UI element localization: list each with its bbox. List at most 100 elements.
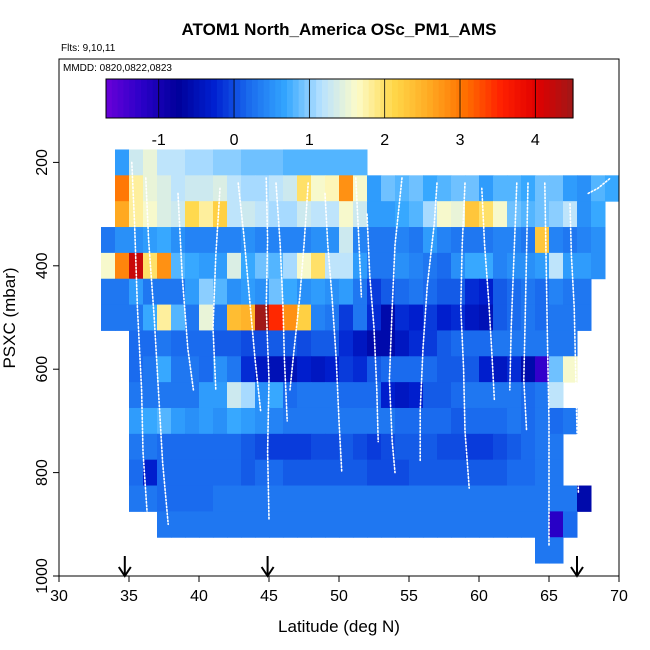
heatmap-cell [311, 407, 326, 435]
heatmap-cell [213, 278, 228, 306]
heatmap-cell [423, 407, 438, 435]
colorbar-segment [397, 79, 405, 118]
colorbar-segment [392, 79, 399, 118]
flight-track [131, 161, 148, 515]
heatmap-cell [493, 382, 508, 409]
heatmap-cell [549, 485, 564, 512]
heatmap-cell [339, 356, 354, 383]
heatmap-cell [297, 175, 312, 202]
heatmap-cell [185, 227, 200, 254]
heatmap-cell [269, 356, 284, 383]
heatmap-cell [269, 227, 284, 254]
colorbar-segment [222, 79, 230, 118]
heatmap-cell [171, 278, 186, 306]
dates-label: MMDD: 0820,0822,0823 [63, 63, 172, 74]
heatmap-cell [199, 485, 214, 512]
heatmap-cell [451, 382, 466, 409]
heatmap-cell [129, 433, 144, 461]
heatmap-cell [367, 459, 382, 487]
heatmap-cell [115, 201, 130, 228]
heatmap-cell [367, 201, 382, 228]
heatmap-cell [115, 304, 130, 331]
heatmap-cell [493, 459, 508, 487]
heatmap-cell [185, 149, 200, 176]
y-axis: 200 400 600 800 1000 [34, 149, 59, 594]
flight-track [237, 182, 262, 412]
heatmap-cell [283, 485, 298, 512]
colorbar-segment [526, 79, 533, 118]
colorbar-segment [561, 79, 568, 118]
colorbar-segment [567, 79, 574, 118]
heatmap-cell [339, 407, 354, 435]
heatmap-cell [451, 175, 466, 202]
heatmap-cell [115, 252, 130, 280]
heatmap-cell [479, 356, 494, 383]
heatmap-cell [395, 356, 410, 383]
colorbar-segment [263, 79, 271, 118]
colorbar-segment [216, 79, 224, 118]
heatmap-cell [507, 201, 522, 228]
heatmap-cell [143, 356, 158, 383]
colorbar-segment [514, 79, 522, 118]
colorbar-segment [362, 79, 370, 118]
heatmap-cell [535, 407, 550, 435]
heatmap-cell [521, 407, 536, 435]
x-tick-label: 70 [610, 588, 628, 605]
heatmap-cell [227, 459, 242, 487]
heatmap-cell [199, 407, 214, 435]
heatmap-cell [213, 356, 228, 383]
heatmap-cell [311, 227, 326, 254]
colorbar-segment [211, 79, 218, 118]
heatmap-cell [339, 382, 354, 409]
heatmap-cell [479, 304, 494, 331]
heatmap-cell [549, 330, 564, 357]
flight-track [543, 182, 550, 546]
heatmap-cell [521, 459, 536, 487]
heatmap-cell [465, 407, 480, 435]
heatmap-cell [199, 330, 214, 357]
heatmap-cell [255, 433, 270, 461]
heatmap-cell [507, 304, 522, 331]
heatmap-cell [465, 201, 480, 228]
heatmap-cell [549, 382, 564, 409]
heatmap-cell [311, 485, 326, 512]
heatmap-cell [143, 330, 158, 357]
heatmap-cell [395, 304, 410, 331]
heatmap-cell [339, 278, 354, 306]
heatmap-cell [213, 407, 228, 435]
heatmap-cell [409, 433, 424, 461]
heatmap-cell [269, 201, 284, 228]
heatmap-cell [451, 356, 466, 383]
heatmap-cell [465, 304, 480, 331]
colorbar-segment [111, 79, 119, 118]
heatmap-cell [465, 433, 480, 461]
flights-label: Flts: 9,10,11 [61, 43, 116, 54]
heatmap-cell [577, 252, 592, 280]
heatmap-cell [241, 382, 256, 409]
heatmap-cell [297, 304, 312, 331]
heatmap-cell [185, 485, 200, 512]
heatmap-cell [549, 433, 564, 461]
colorbar-segment [327, 79, 335, 118]
heatmap-cell [395, 459, 410, 487]
heatmap-cell [423, 175, 438, 202]
heatmap-cell [577, 201, 592, 228]
heatmap-cell [269, 511, 284, 538]
heatmap-cell [129, 227, 144, 254]
heatmap-cell [381, 330, 396, 357]
heatmap-cell [171, 382, 186, 409]
heatmap-cell [227, 511, 242, 538]
heatmap-cell [367, 511, 382, 538]
heatmap-cell [535, 459, 550, 487]
heatmap-cell [185, 407, 200, 435]
colorbar-segment [537, 79, 545, 118]
heatmap-cell [325, 175, 340, 202]
heatmap-cell [283, 407, 298, 435]
colorbar-segment [304, 79, 311, 118]
heatmap-cell [199, 356, 214, 383]
heatmap-cell [367, 382, 382, 409]
y-tick-label: 400 [34, 252, 51, 279]
heatmap-cell [241, 356, 256, 383]
heatmap-cell [143, 382, 158, 409]
